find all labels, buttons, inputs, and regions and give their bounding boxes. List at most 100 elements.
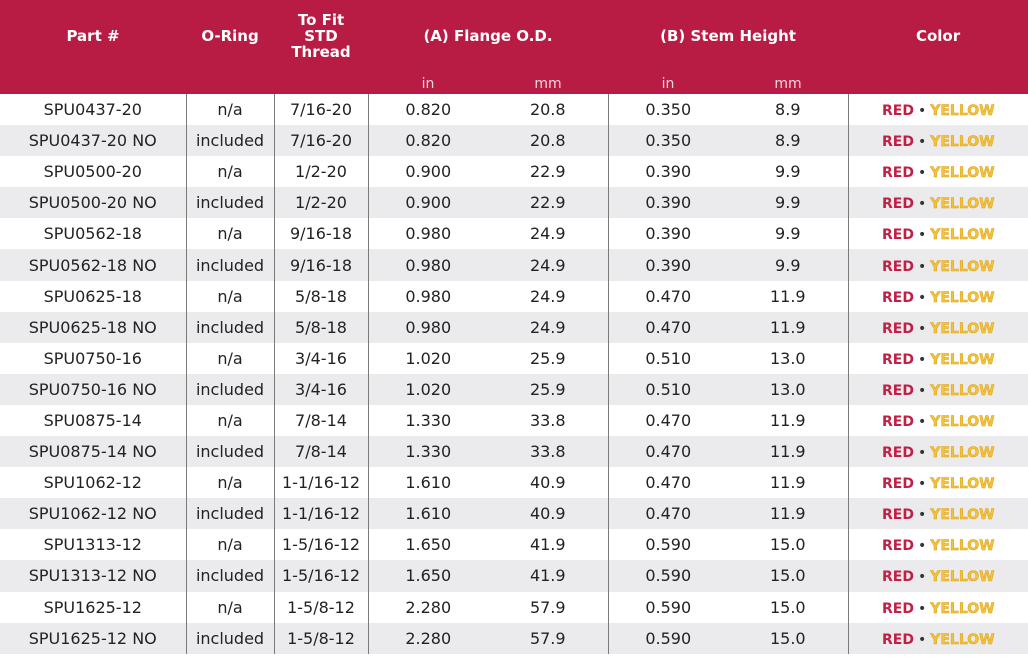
thread-cell: 1-5/16-12 bbox=[273, 529, 368, 561]
oring-cell: included bbox=[185, 373, 274, 405]
color-separator: • bbox=[917, 289, 927, 306]
color-red-label: RED bbox=[881, 382, 914, 399]
table-row: SPU1313-12 NO included 1-5/16-12 1.650 41.9 0… bbox=[0, 560, 1028, 592]
color-cell: RED • YELLOW bbox=[847, 342, 1028, 374]
flange-in-cell: 0.820 bbox=[367, 94, 488, 126]
table-row: SPU0750-16 NO included 3/4-16 1.020 25.9 0.51… bbox=[0, 373, 1028, 405]
color-red-label: RED bbox=[881, 600, 914, 617]
part-number-cell: SPU0750-16 NO bbox=[0, 373, 186, 405]
color-red-label: RED bbox=[881, 227, 914, 244]
header-color: Color bbox=[848, 0, 1028, 72]
color-cell: RED • YELLOW bbox=[847, 560, 1028, 592]
thread-cell: 5/8-18 bbox=[273, 311, 368, 343]
thread-cell: 9/16-18 bbox=[273, 218, 368, 250]
stem-in-cell: 0.350 bbox=[607, 125, 729, 157]
table-row: SPU0875-14 NO included 7/8-14 1.330 33.8 0.47… bbox=[0, 436, 1028, 468]
oring-cell: n/a bbox=[185, 467, 274, 499]
stem-in-cell: 0.390 bbox=[607, 187, 729, 219]
stem-in-cell: 0.350 bbox=[607, 94, 729, 126]
color-cell: RED • YELLOW bbox=[847, 125, 1028, 157]
stem-mm-cell: 13.0 bbox=[728, 342, 849, 374]
color-cell: RED • YELLOW bbox=[847, 591, 1028, 623]
color-yellow-label: YELLOW bbox=[930, 538, 995, 555]
flange-in-cell: 0.980 bbox=[367, 280, 488, 312]
color-cell: RED • YELLOW bbox=[847, 94, 1028, 126]
color-yellow-label: YELLOW bbox=[930, 289, 995, 306]
flange-in-cell: 0.900 bbox=[367, 187, 488, 219]
stem-in-cell: 0.470 bbox=[607, 467, 729, 499]
part-number-cell: SPU0437-20 bbox=[0, 94, 186, 126]
table-row: SPU1313-12 n/a 1-5/16-12 1.650 41.9 0.590 15.0… bbox=[0, 529, 1028, 561]
color-yellow-label: YELLOW bbox=[930, 258, 995, 275]
stem-mm-cell: 11.9 bbox=[728, 498, 849, 530]
thread-cell: 3/4-16 bbox=[273, 373, 368, 405]
flange-in-cell: 1.650 bbox=[367, 560, 488, 592]
flange-mm-cell: 24.9 bbox=[488, 311, 609, 343]
thread-cell: 7/8-14 bbox=[273, 404, 368, 437]
color-red-label: RED bbox=[881, 413, 914, 430]
oring-cell: included bbox=[185, 249, 274, 281]
flange-mm-cell: 24.9 bbox=[488, 249, 609, 281]
color-yellow-label: YELLOW bbox=[930, 507, 995, 524]
color-red-label: RED bbox=[881, 631, 914, 648]
color-separator: • bbox=[917, 631, 927, 648]
stem-mm-cell: 15.0 bbox=[728, 622, 849, 654]
table-row: SPU1625-12 NO included 1-5/8-12 2.280 57.9 0.… bbox=[0, 622, 1028, 654]
color-yellow-label: YELLOW bbox=[930, 103, 995, 120]
part-number-cell: SPU1313-12 bbox=[0, 529, 186, 561]
color-separator: • bbox=[917, 569, 927, 586]
table-header: Part # O-Ring To Fit STD Thread (A) Flan… bbox=[0, 0, 1028, 94]
oring-cell: included bbox=[185, 436, 274, 468]
thread-cell: 7/16-20 bbox=[273, 94, 368, 126]
oring-cell: included bbox=[185, 187, 274, 219]
table-row: SPU0437-20 NO included 7/16-20 0.820 20.8 0.3… bbox=[0, 125, 1028, 157]
color-yellow-label: YELLOW bbox=[930, 631, 995, 648]
part-number-cell: SPU1062-12 bbox=[0, 467, 186, 499]
stem-mm-cell: 9.9 bbox=[728, 249, 849, 281]
flange-mm-cell: 25.9 bbox=[488, 342, 609, 374]
color-yellow-label: YELLOW bbox=[930, 196, 995, 213]
table-row: SPU0562-18 n/a 9/16-18 0.980 24.9 0.390 9.9 RED… bbox=[0, 218, 1028, 250]
color-cell: RED • YELLOW bbox=[847, 373, 1028, 405]
part-number-cell: SPU0500-20 NO bbox=[0, 187, 186, 219]
color-red-label: RED bbox=[881, 134, 914, 151]
color-separator: • bbox=[917, 445, 927, 462]
stem-in-cell: 0.590 bbox=[607, 622, 729, 654]
header-thread-line2: STD bbox=[304, 27, 338, 45]
part-number-cell: SPU0875-14 NO bbox=[0, 436, 186, 468]
thread-cell: 5/8-18 bbox=[273, 280, 368, 312]
color-cell: RED • YELLOW bbox=[847, 498, 1028, 530]
flange-in-cell: 1.650 bbox=[367, 529, 488, 561]
color-red-label: RED bbox=[881, 351, 914, 368]
oring-cell: n/a bbox=[185, 218, 274, 250]
color-red-label: RED bbox=[881, 196, 914, 213]
stem-in-cell: 0.590 bbox=[607, 591, 729, 623]
thread-cell: 1/2-20 bbox=[273, 156, 368, 188]
flange-in-cell: 2.280 bbox=[367, 622, 488, 654]
header-flange-in: in bbox=[368, 72, 488, 94]
thread-cell: 7/8-14 bbox=[273, 436, 368, 468]
stem-in-cell: 0.470 bbox=[607, 436, 729, 468]
header-flange-mm: mm bbox=[488, 72, 609, 94]
flange-in-cell: 1.330 bbox=[367, 404, 488, 437]
table-row: SPU0750-16 n/a 3/4-16 1.020 25.9 0.510 13.0 RED… bbox=[0, 342, 1028, 374]
stem-in-cell: 0.390 bbox=[607, 249, 729, 281]
oring-cell: n/a bbox=[185, 404, 274, 437]
oring-cell: n/a bbox=[185, 94, 274, 126]
color-yellow-label: YELLOW bbox=[930, 569, 995, 586]
color-separator: • bbox=[917, 227, 927, 244]
flange-mm-cell: 57.9 bbox=[488, 591, 609, 623]
oring-cell: n/a bbox=[185, 280, 274, 312]
oring-cell: included bbox=[185, 622, 274, 654]
oring-cell: included bbox=[185, 560, 274, 592]
color-red-label: RED bbox=[881, 289, 914, 306]
color-separator: • bbox=[917, 538, 927, 555]
header-oring: O-Ring bbox=[186, 0, 274, 72]
color-cell: RED • YELLOW bbox=[847, 529, 1028, 561]
table-row: SPU0500-20 n/a 1/2-20 0.900 22.9 0.390 9.9 RED •… bbox=[0, 156, 1028, 188]
oring-cell: n/a bbox=[185, 529, 274, 561]
color-separator: • bbox=[917, 351, 927, 368]
flange-in-cell: 0.820 bbox=[367, 125, 488, 157]
table-row: SPU0625-18 NO included 5/8-18 0.980 24.9 0.47… bbox=[0, 311, 1028, 343]
color-separator: • bbox=[917, 507, 927, 524]
